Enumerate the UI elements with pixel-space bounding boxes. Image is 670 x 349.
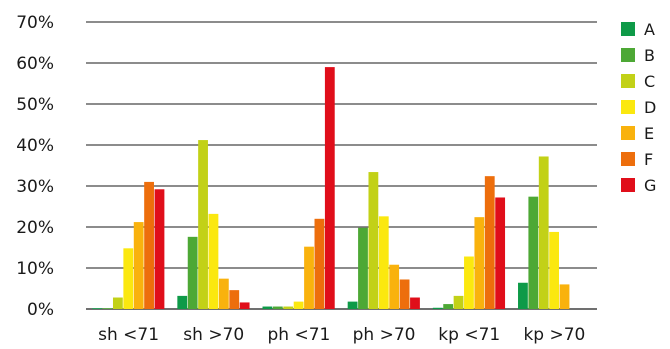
bar-d xyxy=(464,256,474,309)
bar-a xyxy=(347,301,358,309)
bar-b xyxy=(187,236,198,309)
y-tick-label: 10% xyxy=(16,259,54,279)
bar-d xyxy=(123,248,134,309)
bar-e xyxy=(474,217,485,309)
y-tick-label: 0% xyxy=(27,300,54,320)
legend-label: C xyxy=(644,72,655,91)
bar-f xyxy=(144,181,154,309)
bar-e xyxy=(389,264,400,309)
legend-label: B xyxy=(644,46,655,65)
bar-g xyxy=(410,297,420,309)
bar-b xyxy=(272,306,283,309)
bar-a xyxy=(262,306,273,309)
bar-d xyxy=(293,301,304,309)
bar-b xyxy=(358,227,368,309)
bar-a xyxy=(432,307,443,309)
bar-c xyxy=(112,297,123,309)
bar-b xyxy=(443,304,454,309)
y-tick-label: 30% xyxy=(16,177,54,197)
bar-c xyxy=(453,295,464,309)
x-tick-label: kp <71 xyxy=(438,325,500,345)
bar-c xyxy=(368,172,379,309)
bar-d xyxy=(208,213,219,309)
bar-a xyxy=(177,295,188,309)
bar-f xyxy=(314,218,325,309)
bar-g xyxy=(324,67,335,309)
bar-g xyxy=(239,302,250,309)
legend-swatch-e xyxy=(621,126,635,140)
bar-d xyxy=(549,231,560,309)
legend-swatch-c xyxy=(621,74,635,88)
bar-c xyxy=(283,306,294,309)
y-tick-label: 50% xyxy=(16,95,54,115)
bar-f xyxy=(399,279,410,309)
bar-a xyxy=(92,308,102,309)
bar-e xyxy=(218,278,229,309)
x-axis-tick-labels: sh <71 sh >70 ph <71 ph >70 kp <71 kp >70 xyxy=(98,325,585,345)
gridlines xyxy=(86,21,597,310)
legend-label: F xyxy=(644,150,653,169)
bar-d xyxy=(378,216,389,309)
legend-label: E xyxy=(644,124,654,143)
legend-label: G xyxy=(644,176,656,195)
legend-swatch-d xyxy=(621,100,635,114)
bar-e xyxy=(133,222,144,309)
bars xyxy=(92,67,570,309)
bar-c xyxy=(198,140,208,309)
bar-b xyxy=(102,308,113,309)
x-tick-label: ph >70 xyxy=(353,325,416,345)
bar-e xyxy=(304,246,314,309)
y-tick-label: 20% xyxy=(16,218,54,238)
legend-label: D xyxy=(644,98,656,117)
bar-c xyxy=(538,156,549,309)
y-axis-tick-labels: 0% 10% 20% 30% 40% 50% 60% 70% xyxy=(16,13,54,320)
x-tick-label: kp >70 xyxy=(523,325,585,345)
x-tick-label: sh >70 xyxy=(183,325,244,345)
bar-f xyxy=(229,290,240,309)
bar-e xyxy=(559,284,570,309)
legend-label: A xyxy=(644,20,655,39)
legend-swatch-g xyxy=(621,178,635,192)
y-tick-label: 40% xyxy=(16,136,54,156)
y-tick-label: 70% xyxy=(16,13,54,33)
bar-b xyxy=(528,196,539,309)
bar-g xyxy=(154,189,165,309)
legend-swatch-a xyxy=(621,22,635,36)
legend-swatch-b xyxy=(621,48,635,62)
bar-f xyxy=(484,176,495,309)
bar-a xyxy=(518,282,528,309)
legend-swatch-f xyxy=(621,152,635,166)
x-tick-label: ph <71 xyxy=(267,325,330,345)
bar-g xyxy=(495,197,506,309)
x-tick-label: sh <71 xyxy=(98,325,159,345)
y-tick-label: 60% xyxy=(16,54,54,74)
